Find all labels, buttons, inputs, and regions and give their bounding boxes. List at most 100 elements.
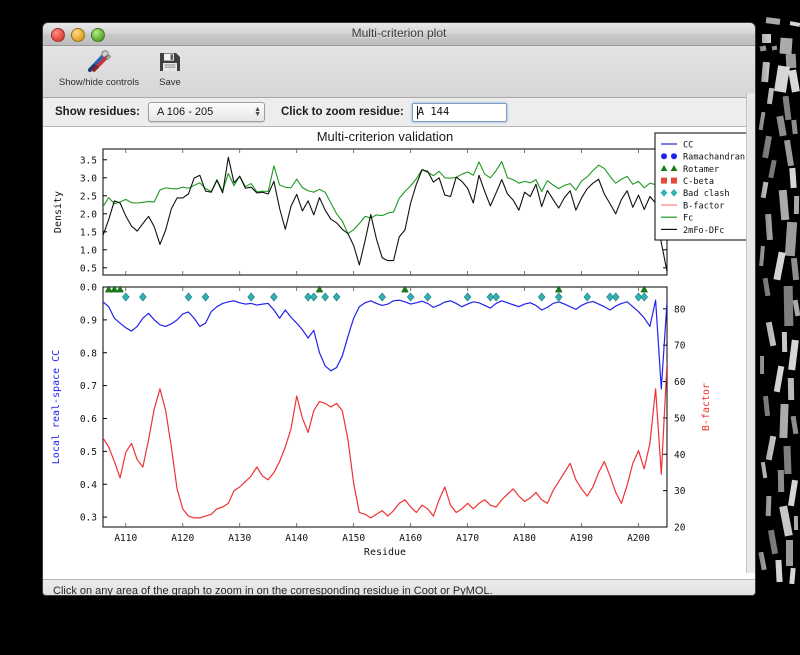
cc-line (103, 299, 667, 390)
legend-circle-swatch (671, 153, 677, 160)
y-tick-label: 0.5 (80, 263, 97, 274)
rotamer-marker[interactable] (110, 285, 119, 293)
bad-clash-marker[interactable] (406, 292, 415, 302)
y-tick-label: 2.0 (80, 209, 97, 220)
bad-clash-marker[interactable] (304, 292, 312, 302)
bad-clash-marker[interactable] (423, 292, 432, 302)
legend-label: 2mFo-DFc (683, 226, 724, 236)
rotamer-marker[interactable] (401, 285, 409, 293)
bad-clash-marker[interactable] (634, 292, 643, 302)
bad-clash-marker[interactable] (184, 292, 193, 302)
y-tick-label: 3.5 (80, 155, 97, 166)
rotamer-marker[interactable] (315, 285, 324, 293)
bad-clash-marker[interactable] (486, 292, 495, 302)
x-tick-label: A120 (171, 533, 194, 544)
vertical-scrollbar[interactable] (746, 93, 755, 573)
save-button[interactable]: Save (143, 49, 197, 88)
bad-clash-marker[interactable] (537, 292, 546, 302)
x-tick-label: A110 (114, 533, 137, 544)
x-tick-label: A140 (285, 533, 308, 544)
legend-label: Ramachandran (683, 153, 745, 163)
legend-triangle-swatch (660, 165, 668, 171)
legend-square-swatch (671, 177, 677, 184)
show-hide-controls-label: Show/hide controls (58, 77, 140, 88)
rotamer-marker[interactable] (104, 285, 113, 293)
y-tick-label: 2.5 (80, 191, 97, 202)
legend-label: Bad clash (683, 189, 730, 199)
legend: CC Ramachandran Rotamer C-beta Bad clash B-fa… (654, 132, 747, 241)
y-tick-label-right: 30 (674, 486, 686, 497)
application-window: Multi-criterion plot Show/hide controls (42, 22, 756, 596)
y-tick-label-right: 70 (674, 341, 686, 352)
bad-clash-marker[interactable] (321, 292, 329, 302)
y-tick-label-left: 0.4 (80, 480, 97, 491)
legend-label: Fc (683, 214, 693, 224)
bad-clash-marker[interactable] (606, 292, 614, 302)
controls-bar: Show residues: A 106 - 205 ▲ ▼ Click to z… (43, 98, 755, 127)
bad-clash-marker[interactable] (378, 292, 386, 302)
bad-clash-marker[interactable] (640, 292, 649, 302)
density-panel-frame (102, 148, 668, 276)
status-bar: Click on any area of the graph to zoom i… (43, 580, 755, 596)
y-tick-label: 1.0 (80, 245, 97, 256)
zoom-residue-input[interactable]: A 144 (411, 102, 507, 122)
bad-clash-marker[interactable] (492, 292, 500, 302)
legend-label: B-factor (683, 201, 724, 211)
minimize-window-icon[interactable] (71, 28, 85, 42)
legend-label: CC (683, 140, 693, 150)
show-hide-controls-button[interactable]: Show/hide controls (55, 49, 143, 88)
bad-clash-marker[interactable] (247, 292, 255, 302)
x-tick-label: A180 (513, 533, 536, 544)
legend-circle-swatch (661, 153, 667, 160)
cc-series-group (103, 299, 667, 519)
bad-clash-marker[interactable] (463, 292, 472, 302)
legend-triangle-swatch (670, 165, 678, 171)
x-tick-label: A200 (627, 533, 650, 544)
rotamer-marker[interactable] (554, 285, 563, 293)
status-text: Click on any area of the graph to zoom i… (53, 585, 493, 596)
residue-range-select[interactable]: A 106 - 205 ▲ ▼ (148, 102, 265, 122)
chart-title: Multi-criterion validation (317, 129, 454, 144)
toolbar: Show/hide controls Save (43, 46, 755, 98)
y-tick-label-right: 50 (674, 413, 686, 424)
window-controls[interactable] (51, 28, 105, 42)
y-tick-label-right: 60 (674, 377, 686, 388)
bad-clash-marker[interactable] (309, 292, 318, 302)
bad-clash-marker[interactable] (611, 292, 620, 302)
y-tick-label-left: 0.7 (80, 381, 97, 392)
rotamer-marker[interactable] (640, 285, 649, 293)
y-tick-label-right: 20 (674, 523, 686, 534)
bad-clash-marker[interactable] (139, 292, 147, 302)
y-tick-label-left: 0.5 (80, 447, 97, 458)
y-tick-label: 1.5 (80, 227, 97, 238)
bad-clash-marker[interactable] (332, 292, 341, 302)
bad-clash-marker[interactable] (121, 292, 130, 302)
fc-line (103, 161, 667, 235)
y-tick-label: 3.0 (80, 173, 97, 184)
plot-area[interactable]: Multi-criterion validation 0.5 1.0 1.5 2.0 2.… (43, 127, 755, 580)
cc-axis-label: Local real-space CC (51, 350, 62, 464)
save-label: Save (159, 77, 181, 88)
bad-clash-marker[interactable] (201, 292, 210, 302)
y-tick-label-left: 0.8 (80, 348, 97, 359)
bad-clash-marker[interactable] (583, 292, 592, 302)
bad-clash-marker[interactable] (270, 292, 278, 302)
show-residues-label: Show residues: (55, 106, 140, 118)
chevron-updown-icon: ▲ ▼ (254, 106, 261, 118)
maximize-window-icon[interactable] (91, 28, 105, 42)
bad-clash-marker[interactable] (554, 292, 563, 302)
x-tick-label: A160 (399, 533, 422, 544)
legend-label: Rotamer (683, 165, 719, 175)
y-tick-label-left: 0.6 (80, 414, 97, 425)
x-tick-label: A150 (342, 533, 365, 544)
multi-criterion-plot[interactable]: Multi-criterion validation 0.5 1.0 1.5 2.0 2.… (43, 127, 747, 579)
window-title: Multi-criterion plot (351, 26, 447, 40)
x-tick-label: A130 (228, 533, 251, 544)
window-titlebar[interactable]: Multi-criterion plot (43, 23, 755, 46)
rotamer-marker[interactable] (116, 285, 124, 293)
residue-range-value: A 106 - 205 (157, 106, 214, 118)
x-tick-label: A190 (570, 533, 593, 544)
x-tick-label: A170 (456, 533, 479, 544)
zoom-residue-value: A 144 (417, 106, 450, 118)
close-window-icon[interactable] (51, 28, 65, 42)
